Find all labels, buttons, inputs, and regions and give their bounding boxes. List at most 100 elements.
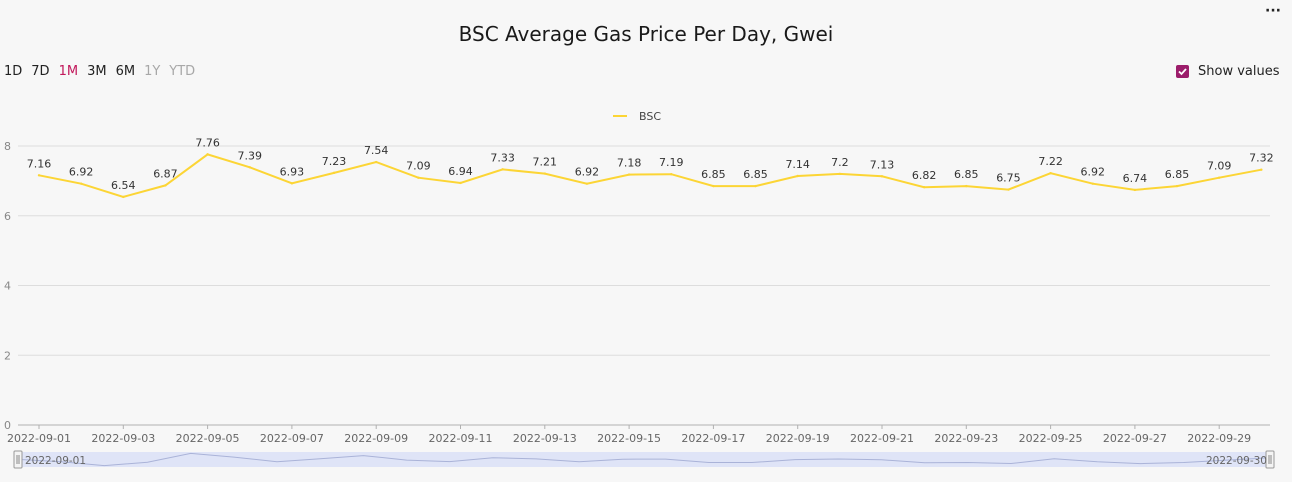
- data-label: 7.09: [406, 160, 431, 173]
- range-1m-button[interactable]: 1M: [58, 64, 79, 79]
- data-label: 7.2: [831, 156, 849, 169]
- y-tick-label: 2: [4, 349, 11, 362]
- data-label: 6.85: [701, 168, 726, 181]
- x-tick-label: 2022-09-09: [344, 432, 408, 445]
- legend-label: BSC: [639, 110, 661, 123]
- data-point: [79, 182, 83, 185]
- data-label: 6.92: [575, 166, 600, 179]
- data-point: [1218, 176, 1221, 179]
- y-tick-label: 4: [4, 280, 11, 293]
- range-6m-button[interactable]: 6M: [115, 64, 136, 79]
- data-point: [37, 174, 41, 177]
- data-label: 6.94: [448, 165, 473, 178]
- data-point: [543, 172, 546, 175]
- navigator-right-handle[interactable]: [1265, 450, 1275, 469]
- data-label: 6.85: [954, 168, 979, 181]
- data-point: [838, 172, 842, 176]
- data-point: [248, 166, 251, 169]
- x-tick-label: 2022-09-05: [176, 432, 240, 445]
- data-label: 7.76: [195, 136, 220, 149]
- show-values-label: Show values: [1198, 64, 1280, 79]
- y-tick-label: 8: [4, 140, 11, 153]
- navigator-start-label: 2022-09-01: [25, 455, 86, 467]
- data-point: [965, 184, 968, 188]
- x-tick-label: 2022-09-17: [681, 432, 745, 445]
- series-line-bsc: [38, 153, 1262, 198]
- data-point: [922, 185, 926, 189]
- data-label: 7.13: [870, 158, 895, 171]
- range-selector: 1D 7D 1M 3M 6M 1Y YTD: [4, 64, 195, 79]
- range-1y-button[interactable]: 1Y: [144, 64, 161, 79]
- data-label: 6.74: [1123, 172, 1148, 185]
- x-tick-label: 2022-09-27: [1103, 432, 1167, 445]
- data-point: [1049, 172, 1052, 175]
- data-label: 6.85: [1165, 168, 1190, 181]
- range-7d-button[interactable]: 7D: [31, 64, 50, 79]
- data-label: 6.87: [153, 167, 178, 180]
- data-point: [1133, 188, 1137, 192]
- data-label: 7.39: [238, 149, 263, 162]
- range-3m-button[interactable]: 3M: [87, 64, 107, 79]
- data-label: 6.54: [111, 179, 136, 192]
- show-values-checkbox[interactable]: [1176, 65, 1189, 78]
- y-tick-label: 0: [4, 419, 11, 432]
- data-point: [501, 168, 504, 171]
- data-label: 6.93: [280, 165, 305, 178]
- data-point: [164, 184, 167, 187]
- data-point: [796, 174, 799, 178]
- data-point: [627, 173, 631, 176]
- data-point: [332, 171, 336, 175]
- show-values-toggle[interactable]: Show values: [1176, 64, 1280, 79]
- data-label: 6.82: [912, 169, 937, 182]
- checkmark-icon: [1178, 68, 1187, 76]
- x-tick-label: 2022-09-15: [597, 432, 661, 445]
- data-point: [290, 182, 294, 185]
- x-tick-label: 2022-09-25: [1019, 432, 1083, 445]
- data-point: [1007, 188, 1010, 191]
- data-label: 6.85: [743, 168, 768, 181]
- navigator-line: [17, 452, 1271, 467]
- data-label: 7.54: [364, 144, 389, 157]
- x-tick-label: 2022-09-07: [260, 432, 324, 445]
- more-options-icon[interactable]: ···: [1265, 3, 1281, 19]
- data-label: 6.92: [69, 166, 94, 179]
- data-point: [1260, 168, 1263, 171]
- data-label: 7.23: [322, 155, 347, 168]
- range-1d-button[interactable]: 1D: [4, 64, 23, 79]
- x-tick-label: 2022-09-01: [7, 432, 71, 445]
- data-label: 7.22: [1038, 155, 1063, 168]
- data-point: [122, 195, 125, 199]
- x-tick-label: 2022-09-19: [766, 432, 830, 445]
- data-point: [1091, 182, 1094, 185]
- navigator-end-label: 2022-09-30: [1206, 455, 1267, 467]
- x-tick-label: 2022-09-29: [1187, 432, 1251, 445]
- data-point: [712, 184, 715, 188]
- y-tick-label: 6: [4, 210, 11, 223]
- data-label: 6.75: [996, 172, 1021, 185]
- data-point: [459, 181, 462, 185]
- data-point: [670, 173, 673, 176]
- data-label: 7.09: [1207, 160, 1232, 173]
- data-point: [880, 175, 884, 178]
- x-tick-label: 2022-09-13: [513, 432, 577, 445]
- data-point: [206, 153, 209, 156]
- x-tick-label: 2022-09-21: [850, 432, 914, 445]
- navigator-left-handle[interactable]: [13, 450, 23, 469]
- chart-title: BSC Average Gas Price Per Day, Gwei: [458, 22, 834, 46]
- data-point: [1175, 184, 1179, 188]
- x-tick-label: 2022-09-11: [429, 432, 493, 445]
- range-ytd-button[interactable]: YTD: [169, 64, 196, 79]
- data-label: 7.16: [27, 157, 52, 170]
- data-point: [754, 184, 757, 188]
- data-label: 7.14: [785, 158, 810, 171]
- data-label: 7.33: [490, 151, 515, 164]
- data-label: 7.19: [659, 156, 684, 169]
- data-label: 7.21: [533, 156, 558, 169]
- data-point: [585, 182, 589, 185]
- data-point: [375, 160, 378, 164]
- data-label: 6.92: [1081, 166, 1106, 179]
- x-tick-label: 2022-09-03: [91, 432, 155, 445]
- data-label: 7.18: [617, 157, 642, 170]
- data-label: 7.32: [1249, 152, 1274, 165]
